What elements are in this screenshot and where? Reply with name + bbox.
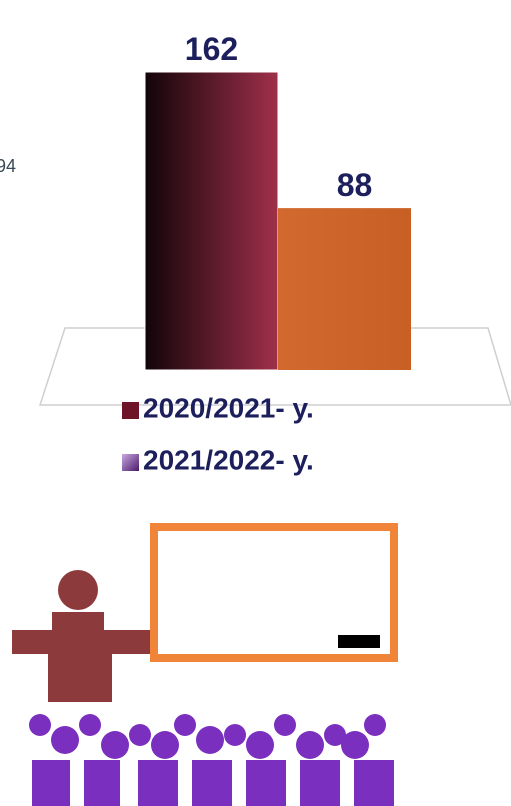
page: 94 162 2020/2021- y. 88 2021/2022- y. (0, 0, 511, 806)
legend-label: 2020/2021- y. (143, 392, 314, 423)
students (29, 714, 394, 806)
legend-marker (122, 402, 139, 419)
bar (145, 72, 278, 370)
desk-front (48, 654, 112, 702)
legend-label: 2021/2022- y. (143, 444, 314, 475)
classroom-icon (12, 527, 394, 806)
annotation: 94 (0, 156, 16, 176)
teacher-head (58, 570, 98, 610)
desk-top (12, 630, 150, 654)
value-label: 162 (185, 31, 238, 67)
bar (278, 208, 411, 370)
value-label: 88 (337, 167, 373, 203)
legend-marker (122, 454, 139, 471)
teacher-body (52, 612, 104, 632)
chart: 162 2020/2021- y. 88 2021/2022- y. (122, 31, 411, 475)
board-eraser (338, 635, 380, 648)
